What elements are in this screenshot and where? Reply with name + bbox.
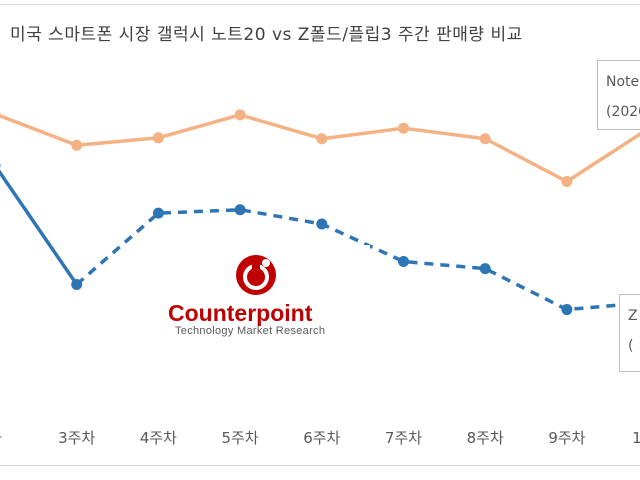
note-point-2 [0,111,1,117]
zfold-callout-line1: Z [628,308,638,324]
z-point-9 [561,304,573,316]
note20-legend-callout: Note (2020 [597,60,640,130]
z-point-5 [234,204,246,216]
note-point-9 [561,176,573,188]
note20-callout-line2: (2020 [606,104,640,120]
x-tick-label-10: 10주 [632,429,640,447]
z-series-line-dashed [75,207,640,312]
note20-callout-line1: Note [606,74,640,90]
z-point-6 [316,218,328,230]
z-point-3 [71,278,83,290]
note-point-6 [316,133,328,145]
x-tick-label-6: 6주차 [303,429,340,447]
z-point-8 [479,263,491,275]
x-tick-label-4: 4주차 [140,429,177,447]
zfold-flip-legend-callout: Z ( [619,294,640,372]
x-tick-label-9: 9주차 [548,429,585,447]
zfold-callout-line2: ( [628,338,634,354]
x-tick-label-3: 3주차 [58,429,95,447]
note-point-7 [398,122,409,134]
chart-frame [0,4,640,466]
x-tick-label-7: 7주차 [385,429,422,447]
z-point-4 [152,207,164,219]
chart-title: 미국 스마트폰 시장 갤럭시 노트20 vs Z폴드/플립3 주간 판매량 비교 [10,25,523,45]
z-series-line-solid [0,169,79,286]
z-point-2 [0,163,1,168]
watermark-tagline: Technology Market Research [175,325,326,337]
counterpoint-logo-icon [236,255,276,295]
note-point-4 [152,132,164,144]
z-point-7 [398,256,409,267]
x-tick-label-8: 8주차 [467,429,504,447]
counterpoint-watermark: Counterpoint Technology Market Research [140,245,370,355]
note-point-8 [479,133,491,145]
note-point-5 [234,109,246,121]
x-tick-label-5: 5주차 [222,429,259,447]
x-tick-label-2: 차 [0,429,2,447]
watermark-name: Counterpoint [168,300,313,326]
note-point-3 [71,139,83,151]
